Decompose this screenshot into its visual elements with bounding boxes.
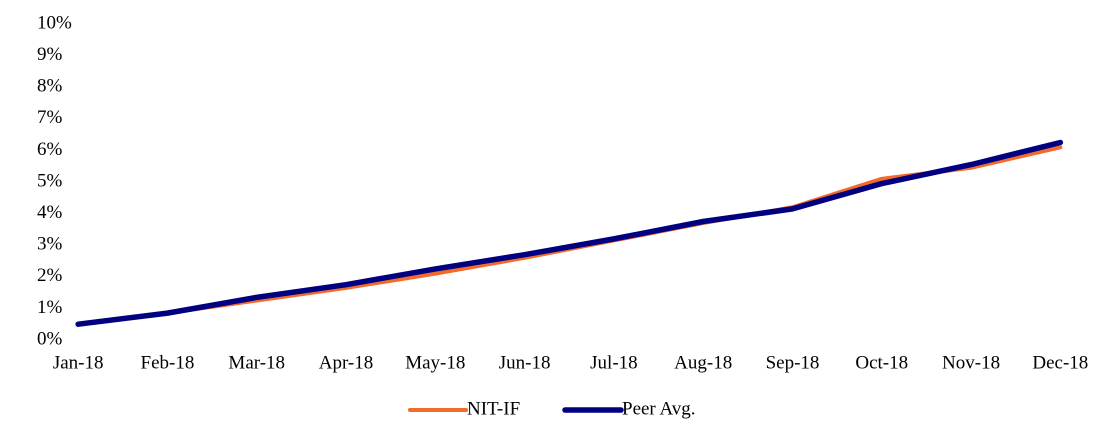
series-line [76, 145, 1063, 327]
y-tick-label: 7% [37, 107, 63, 128]
y-tick-label: 1% [37, 297, 63, 318]
x-tick-label: Aug-18 [674, 352, 732, 373]
x-tick-label: Feb-18 [141, 352, 195, 373]
y-tick-label: 6% [37, 139, 63, 160]
series-line [75, 139, 1064, 327]
y-tick-label: 4% [37, 202, 63, 223]
y-tick-label: 10% [37, 12, 72, 33]
x-tick-label: Nov-18 [942, 352, 1000, 373]
legend-label: NIT-IF [467, 398, 520, 419]
x-tick-label: Jul-18 [590, 352, 638, 373]
y-tick-label: 3% [37, 234, 63, 255]
y-tick-label: 9% [37, 44, 63, 65]
x-tick-label: Dec-18 [1032, 352, 1088, 373]
x-tick-label: May-18 [405, 352, 465, 373]
y-tick-label: 2% [37, 265, 63, 286]
x-tick-label: Sep-18 [766, 352, 820, 373]
x-tick-label: Jun-18 [499, 352, 551, 373]
y-tick-label: 5% [37, 170, 63, 191]
y-tick-label: 8% [37, 76, 63, 97]
legend-label: Peer Avg. [622, 398, 696, 419]
x-tick-label: Apr-18 [319, 352, 374, 373]
x-tick-label: Jan-18 [53, 352, 104, 373]
y-tick-label: 0% [37, 328, 63, 349]
x-tick-label: Mar-18 [228, 352, 285, 373]
x-tick-label: Oct-18 [855, 352, 908, 373]
